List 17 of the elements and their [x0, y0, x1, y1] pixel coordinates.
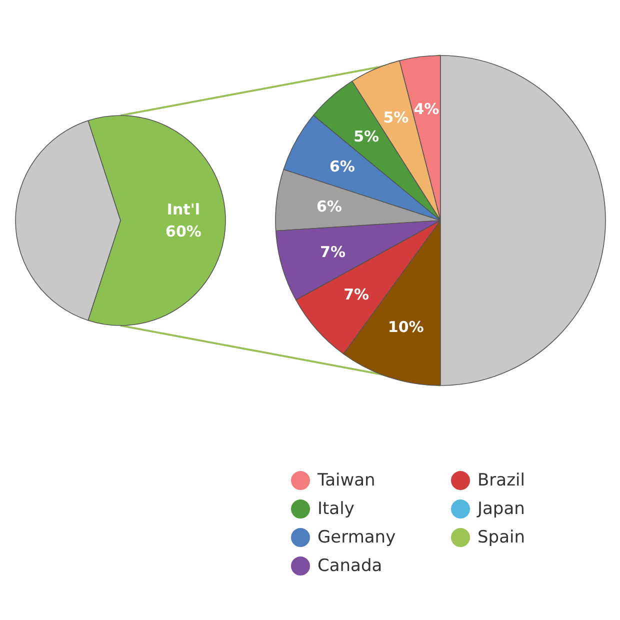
data-label: 5% [354, 127, 380, 146]
data-label: 6% [316, 197, 342, 216]
data-label: 5% [383, 108, 409, 127]
data-label: 7% [344, 286, 370, 304]
data-label: 6% [329, 157, 355, 176]
legend-label: Japan [476, 499, 525, 519]
slice-label: Int'l [166, 200, 200, 219]
legend-label: Canada [318, 556, 382, 576]
legend-label: Taiwan [316, 470, 376, 490]
data-label: 7% [320, 242, 346, 261]
data-label: 60% [166, 222, 202, 240]
legend-label: Brazil [478, 470, 525, 490]
legend-label: Spain [478, 528, 525, 548]
legend-label: Germany [318, 528, 396, 548]
legend-label: Italy [318, 499, 354, 519]
data-label: 10% [388, 318, 424, 336]
data-label: 4% [414, 100, 440, 118]
